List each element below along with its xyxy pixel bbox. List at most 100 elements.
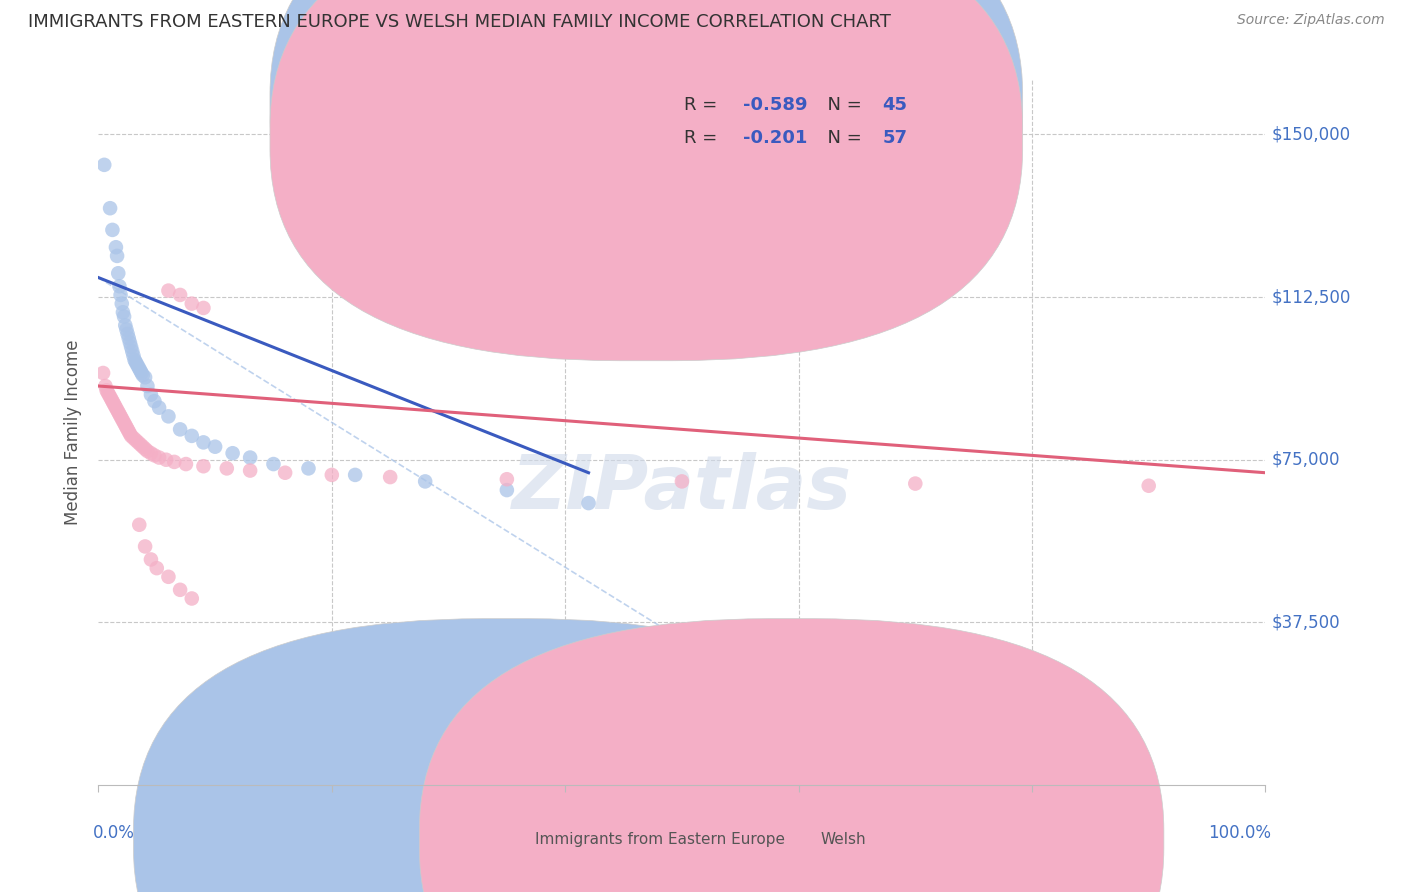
Point bbox=[136, 444, 159, 458]
Text: N =: N = bbox=[815, 129, 868, 147]
Point bbox=[169, 582, 191, 597]
Text: 100.0%: 100.0% bbox=[1208, 823, 1271, 842]
Point bbox=[110, 288, 132, 302]
Point bbox=[124, 353, 146, 368]
Point bbox=[146, 561, 169, 575]
Point bbox=[413, 475, 436, 489]
Point bbox=[111, 411, 134, 425]
FancyBboxPatch shape bbox=[270, 0, 1022, 327]
Point bbox=[94, 379, 117, 393]
Point bbox=[262, 457, 284, 471]
Text: -0.589: -0.589 bbox=[742, 96, 807, 114]
Point bbox=[496, 483, 519, 497]
Text: 57: 57 bbox=[883, 129, 908, 147]
Point bbox=[91, 366, 114, 380]
Point bbox=[132, 440, 155, 454]
Point bbox=[239, 450, 262, 465]
Point bbox=[204, 440, 226, 454]
Point bbox=[104, 401, 127, 415]
Point bbox=[380, 470, 402, 484]
Point bbox=[143, 449, 166, 463]
Text: R =: R = bbox=[685, 96, 723, 114]
Point bbox=[134, 442, 156, 456]
Point bbox=[274, 466, 297, 480]
Point bbox=[111, 414, 134, 428]
Point bbox=[110, 409, 132, 424]
Point bbox=[117, 326, 139, 341]
Point bbox=[671, 475, 693, 489]
Point bbox=[180, 591, 202, 606]
Point bbox=[111, 305, 134, 319]
Point bbox=[98, 201, 121, 215]
Text: Source: ZipAtlas.com: Source: ZipAtlas.com bbox=[1237, 13, 1385, 28]
Point bbox=[104, 399, 127, 413]
Point bbox=[139, 446, 162, 460]
Point bbox=[148, 401, 170, 415]
Text: R =: R = bbox=[685, 129, 723, 147]
Point bbox=[128, 517, 150, 532]
Point bbox=[169, 422, 191, 436]
Text: 0.0%: 0.0% bbox=[93, 823, 135, 842]
FancyBboxPatch shape bbox=[419, 619, 1164, 892]
Point bbox=[155, 452, 177, 467]
Point bbox=[578, 496, 600, 510]
Point bbox=[114, 417, 136, 432]
Text: $150,000: $150,000 bbox=[1271, 126, 1350, 144]
Text: Immigrants from Eastern Europe: Immigrants from Eastern Europe bbox=[534, 831, 785, 847]
Point bbox=[134, 540, 156, 554]
Point bbox=[143, 394, 166, 409]
FancyBboxPatch shape bbox=[606, 84, 1002, 165]
Point bbox=[122, 431, 145, 445]
Point bbox=[112, 416, 135, 430]
Point bbox=[180, 429, 202, 443]
Point bbox=[157, 570, 180, 584]
Point bbox=[136, 379, 159, 393]
Point bbox=[297, 461, 319, 475]
Point bbox=[193, 435, 215, 450]
Point bbox=[118, 425, 141, 439]
Point bbox=[132, 368, 155, 383]
Text: 45: 45 bbox=[883, 96, 908, 114]
Point bbox=[169, 288, 191, 302]
Point bbox=[215, 461, 238, 475]
Point bbox=[221, 446, 243, 460]
Point bbox=[101, 223, 124, 237]
Y-axis label: Median Family Income: Median Family Income bbox=[65, 340, 83, 525]
Text: $37,500: $37,500 bbox=[1271, 614, 1340, 632]
Point bbox=[1137, 479, 1160, 493]
Point bbox=[115, 323, 138, 337]
Point bbox=[122, 349, 145, 363]
Point bbox=[125, 357, 148, 371]
Point bbox=[128, 361, 150, 376]
Point bbox=[129, 437, 152, 451]
Point bbox=[193, 301, 215, 315]
Point bbox=[134, 370, 156, 384]
Point bbox=[112, 310, 135, 324]
Point bbox=[125, 434, 148, 448]
Text: $112,500: $112,500 bbox=[1271, 288, 1351, 306]
Point bbox=[96, 384, 118, 398]
Point bbox=[98, 390, 121, 404]
Point bbox=[97, 385, 120, 400]
Point bbox=[321, 467, 343, 482]
Point bbox=[118, 335, 141, 350]
Text: Welsh: Welsh bbox=[821, 831, 866, 847]
Point bbox=[344, 467, 367, 482]
Point bbox=[163, 455, 186, 469]
Point bbox=[139, 552, 162, 566]
Point bbox=[180, 296, 202, 310]
Text: $75,000: $75,000 bbox=[1271, 450, 1340, 468]
Point bbox=[108, 407, 131, 421]
Point bbox=[121, 344, 143, 359]
Point bbox=[157, 409, 180, 424]
Point bbox=[93, 158, 115, 172]
Point bbox=[120, 340, 142, 354]
Point bbox=[100, 392, 122, 406]
Point bbox=[174, 457, 197, 471]
Point bbox=[127, 359, 149, 374]
Text: N =: N = bbox=[815, 96, 868, 114]
Point bbox=[904, 476, 927, 491]
Point bbox=[157, 284, 180, 298]
Point bbox=[496, 472, 519, 486]
Text: -0.201: -0.201 bbox=[742, 129, 807, 147]
